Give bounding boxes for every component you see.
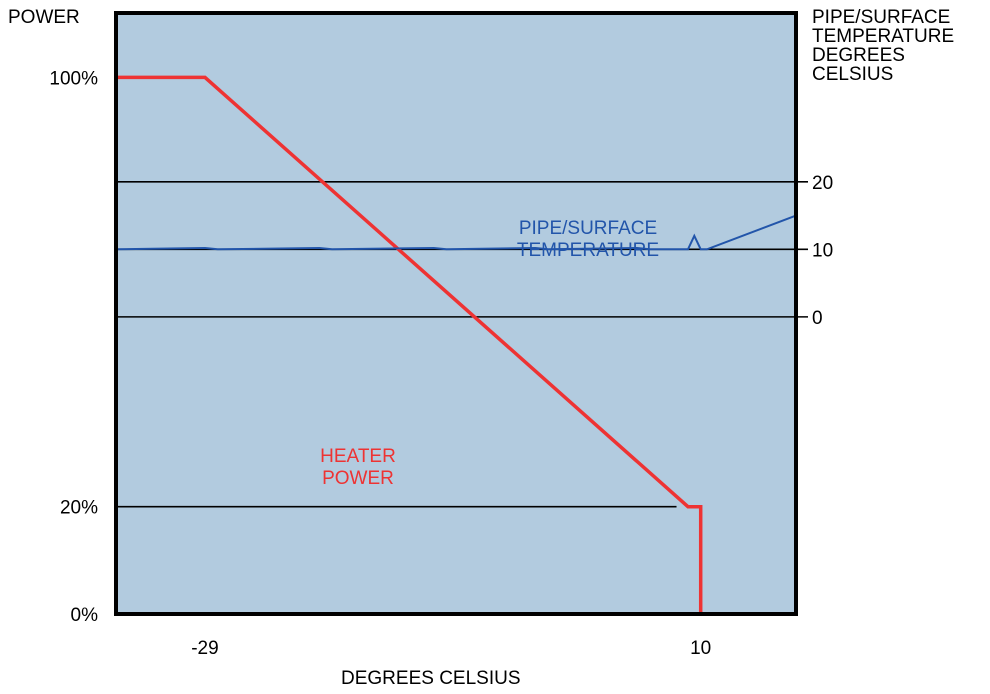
right-axis-title-line: DEGREES (812, 45, 905, 66)
series-label-heater: POWER (322, 468, 394, 489)
pipe-temperature-line (115, 214, 797, 251)
plot-background (116, 13, 796, 614)
right-axis-title-line: TEMPERATURE (812, 26, 955, 47)
series-label-pipe: PIPE/SURFACE (519, 218, 657, 239)
x-tick-label: 10 (690, 638, 711, 659)
heater-power-line (116, 75, 703, 614)
plot-frame (114, 11, 798, 616)
left-tick-label: 20% (60, 498, 98, 519)
left-tick-label: 0% (71, 605, 99, 626)
right-axis-title: PIPE/SURFACE TEMPERATURE DEGREES CELSIUS (812, 8, 954, 84)
x-tick-label: -29 (191, 638, 218, 659)
right-tick-label: 10 (812, 240, 833, 261)
series-label-heater: HEATER (320, 446, 396, 467)
x-axis-title: DEGREES CELSIUS (341, 668, 521, 689)
right-tick-label: 0 (812, 308, 823, 329)
right-axis-title-line: PIPE/SURFACE (812, 7, 951, 28)
left-axis-title: POWER (8, 7, 80, 28)
right-tick-label: 20 (812, 173, 833, 194)
right-axis-title-line: CELSIUS (812, 64, 894, 85)
series-label-pipe: TEMPERATURE (517, 240, 659, 261)
left-tick-label: 100% (49, 68, 98, 89)
